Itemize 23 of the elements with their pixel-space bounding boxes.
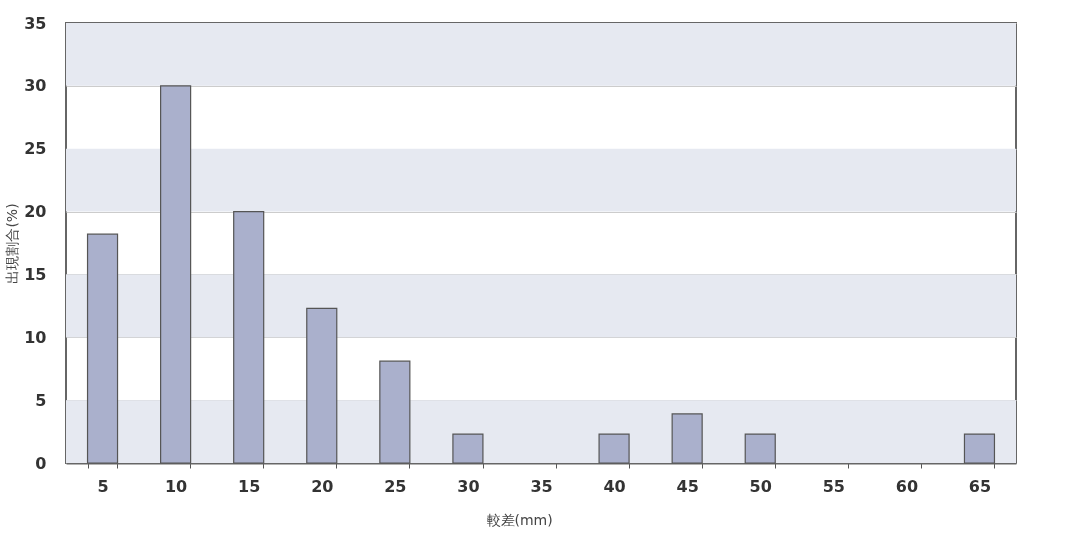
x-tick-label: 5 xyxy=(97,476,109,496)
y-tick-label: 25 xyxy=(24,139,47,159)
y-tick-label: 20 xyxy=(24,202,47,222)
x-tick-label: 55 xyxy=(822,476,845,496)
y-tick-label: 10 xyxy=(24,327,47,347)
x-tick-label: 35 xyxy=(530,476,553,496)
y-tick-label: 35 xyxy=(24,13,47,33)
x-tick-label: 15 xyxy=(238,476,261,496)
x-tick-label: 25 xyxy=(384,476,407,496)
x-tick-label: 65 xyxy=(968,476,992,496)
y-axis-title: 出現割合(%) xyxy=(4,203,21,284)
x-tick-label: 60 xyxy=(895,476,919,496)
x-tick-label: 50 xyxy=(749,476,772,496)
x-tick-label: 20 xyxy=(311,476,334,496)
x-axis-title: 較差(mm) xyxy=(486,511,553,528)
x-tick-label: 10 xyxy=(164,476,188,496)
y-tick-label: 30 xyxy=(24,76,47,96)
x-tick-label: 45 xyxy=(676,476,699,496)
y-tick-label: 5 xyxy=(35,390,47,410)
x-tick-label: 30 xyxy=(457,476,480,496)
x-tick-label: 40 xyxy=(603,476,626,496)
y-tick-label: 0 xyxy=(35,453,47,473)
y-tick-label: 15 xyxy=(24,264,47,284)
